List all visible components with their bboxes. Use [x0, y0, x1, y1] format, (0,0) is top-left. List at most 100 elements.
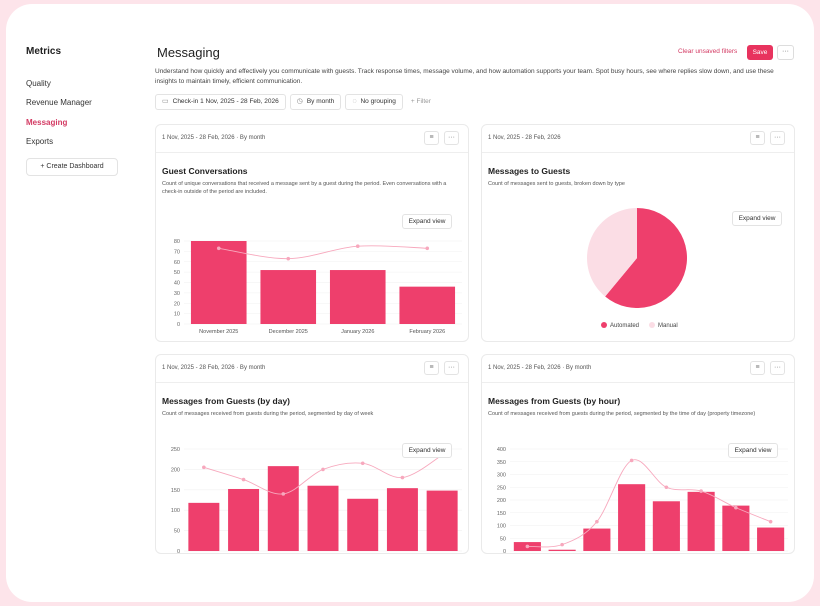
- sidebar: Metrics Quality Revenue Manager Messagin…: [6, 4, 136, 602]
- trend-point: [202, 465, 206, 470]
- card-messages-to-guests: 1 Nov, 2025 - 28 Feb, 2026 ≡ ··· Message…: [481, 124, 795, 342]
- sidebar-title: Metrics: [26, 46, 62, 57]
- filter-icon[interactable]: ≡: [424, 361, 439, 375]
- trend-point: [281, 492, 286, 496]
- date-range-label: Check-in 1 Nov, 2025 - 28 Feb, 2026: [172, 98, 279, 105]
- bar: [399, 286, 456, 324]
- y-tick-label: 10: [174, 312, 180, 318]
- pie-slice-automated: [605, 208, 687, 308]
- trend-point: [699, 489, 703, 493]
- page-title: Messaging: [157, 45, 220, 60]
- card-title: Messages to Guests: [488, 166, 571, 176]
- card-messages-by-hour: 1 Nov, 2025 - 28 Feb, 2026 · By month ≡ …: [481, 354, 795, 554]
- y-tick-label: 100: [497, 524, 506, 530]
- bar: [722, 505, 750, 551]
- bar: [267, 466, 299, 551]
- trend-point: [629, 458, 634, 463]
- sidebar-item-revenue-manager[interactable]: Revenue Manager: [26, 98, 92, 107]
- pie-slice-manual: [587, 208, 637, 297]
- sidebar-item-quality[interactable]: Quality: [26, 79, 51, 88]
- more-options-button[interactable]: ···: [777, 45, 794, 60]
- y-tick-label: 50: [500, 536, 506, 542]
- bar: [386, 488, 418, 551]
- bar: [583, 528, 611, 551]
- card-description: Count of unique conversations that recei…: [162, 181, 447, 195]
- legend-label: Manual: [658, 323, 678, 329]
- trend-line: [218, 245, 428, 260]
- more-icon[interactable]: ···: [770, 361, 785, 375]
- y-tick-label: 50: [174, 529, 180, 535]
- create-dashboard-button[interactable]: + Create Dashboard: [26, 158, 118, 176]
- bar: [652, 501, 680, 551]
- y-tick-label: 200: [171, 467, 180, 473]
- trend-point: [241, 477, 246, 482]
- card-title: Guest Conversations: [162, 166, 248, 176]
- y-tick-label: 350: [497, 460, 506, 466]
- y-tick-label: 30: [174, 291, 180, 297]
- card-header: 1 Nov, 2025 - 28 Feb, 2026 ≡ ···: [482, 125, 794, 153]
- bar: [329, 270, 386, 324]
- filter-icon[interactable]: ≡: [750, 131, 765, 145]
- x-tick-label: February 2026: [409, 329, 445, 335]
- legend-marker: [601, 322, 607, 328]
- expand-view-button[interactable]: Expand view: [728, 443, 778, 458]
- expand-view-button[interactable]: Expand view: [732, 211, 782, 226]
- add-filter-button[interactable]: + Filter: [410, 98, 431, 105]
- bar: [347, 498, 379, 551]
- trend-point: [525, 544, 530, 549]
- y-tick-label: 150: [497, 511, 506, 517]
- chart-messages-to-guests: Automated Manual: [587, 208, 687, 329]
- y-tick-label: 200: [497, 498, 506, 504]
- legend-marker: [649, 322, 655, 328]
- page-description: Understand how quickly and effectively y…: [155, 68, 774, 85]
- card-meta: 1 Nov, 2025 - 28 Feb, 2026 · By month: [488, 365, 592, 371]
- card-guest-conversations: 1 Nov, 2025 - 28 Feb, 2026 · By month ≡ …: [155, 124, 469, 342]
- filter-icon[interactable]: ≡: [750, 361, 765, 375]
- trend-point: [286, 256, 291, 261]
- clear-filters-link[interactable]: Clear unsaved filters: [678, 48, 738, 55]
- expand-view-button[interactable]: Expand view: [402, 443, 452, 458]
- y-tick-label: 400: [497, 447, 506, 453]
- expand-view-button[interactable]: Expand view: [402, 214, 452, 229]
- bar: [757, 527, 785, 551]
- chart-guest-conversations: 0 10 20 30 40 50 60 70 80 November 2025 December 2…: [174, 239, 462, 335]
- period-filter[interactable]: ◷ By month: [289, 94, 342, 110]
- date-range-filter[interactable]: ▭ Check-in 1 Nov, 2025 - 28 Feb, 2026: [155, 94, 286, 110]
- card-description: Count of messages received from guests d…: [488, 411, 756, 417]
- y-tick-label: 40: [174, 281, 180, 287]
- trend-point: [355, 244, 360, 248]
- x-tick-label: December 2025: [269, 329, 308, 335]
- card-title: Messages from Guests (by day): [162, 396, 291, 406]
- bar: [228, 488, 260, 551]
- trend-point: [768, 519, 773, 524]
- bar: [426, 490, 458, 551]
- group-icon: ◌: [352, 98, 357, 105]
- filter-icon[interactable]: ≡: [424, 131, 439, 145]
- chart-messages-by-hour: 0 50 100 150 200 250 300 350 400: [497, 447, 788, 553]
- bar: [548, 549, 576, 551]
- y-tick-label: 0: [177, 549, 180, 554]
- sidebar-item-messaging[interactable]: Messaging: [26, 118, 68, 127]
- more-icon[interactable]: ···: [444, 361, 459, 375]
- y-tick-label: 150: [171, 488, 180, 494]
- clock-icon: ◷: [296, 98, 303, 105]
- card-title: Messages from Guests (by hour): [488, 396, 621, 406]
- grouping-filter[interactable]: ◌ No grouping: [345, 94, 403, 110]
- chart-messages-by-day: 0 50 100 150 200 250: [171, 447, 462, 554]
- app-window: Metrics Quality Revenue Manager Messagin…: [6, 4, 814, 602]
- calendar-icon: ▭: [162, 98, 169, 105]
- more-icon[interactable]: ···: [444, 131, 459, 145]
- y-tick-label: 100: [171, 508, 180, 514]
- y-tick-label: 250: [171, 447, 180, 453]
- x-tick-label: November 2025: [199, 329, 238, 335]
- sidebar-item-exports[interactable]: Exports: [26, 137, 54, 146]
- trend-point: [734, 505, 738, 510]
- trend-line: [527, 459, 771, 548]
- bar: [188, 502, 220, 551]
- more-icon[interactable]: ···: [770, 131, 785, 145]
- card-description: Count of messages received from guests d…: [162, 411, 374, 417]
- grouping-label: No grouping: [360, 98, 396, 105]
- card-meta: 1 Nov, 2025 - 28 Feb, 2026 · By month: [162, 135, 266, 141]
- trend-point: [360, 461, 365, 466]
- save-button[interactable]: Save: [747, 45, 773, 60]
